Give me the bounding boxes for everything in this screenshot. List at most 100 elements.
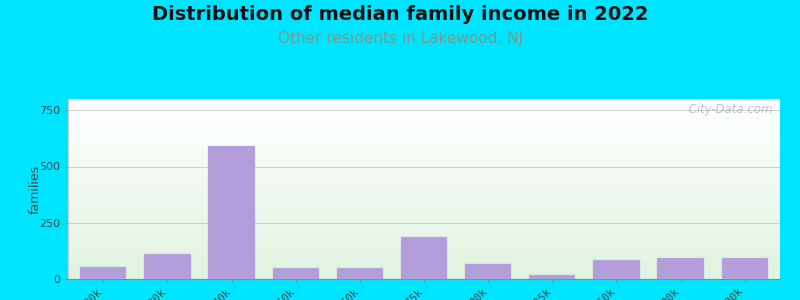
Bar <box>68 207 780 208</box>
Bar <box>68 232 780 233</box>
Bar <box>68 106 780 107</box>
Bar <box>68 208 780 209</box>
Bar <box>68 206 780 207</box>
Bar <box>68 134 780 135</box>
Bar <box>68 260 780 261</box>
Bar <box>68 228 780 229</box>
Bar <box>68 227 780 228</box>
Bar <box>68 273 780 274</box>
Bar <box>68 196 780 197</box>
Bar <box>68 112 780 113</box>
Bar <box>68 237 780 238</box>
Bar <box>68 205 780 206</box>
Bar <box>68 102 780 103</box>
Bar <box>68 217 780 218</box>
Bar <box>68 168 780 169</box>
Bar <box>68 272 780 273</box>
Bar <box>68 114 780 115</box>
Bar <box>68 119 780 120</box>
Bar <box>529 274 575 279</box>
Bar <box>68 275 780 276</box>
Bar <box>68 266 780 267</box>
Bar <box>68 259 780 260</box>
Bar <box>68 198 780 199</box>
Bar <box>68 149 780 150</box>
Bar <box>68 256 780 257</box>
Bar <box>68 141 780 142</box>
Bar <box>68 274 780 275</box>
Bar <box>68 218 780 219</box>
Bar <box>68 163 780 164</box>
Bar <box>68 245 780 246</box>
Bar <box>68 261 780 262</box>
Bar <box>68 137 780 138</box>
Bar <box>68 242 780 243</box>
Bar <box>68 167 780 168</box>
Bar <box>68 264 780 265</box>
Bar <box>68 262 780 263</box>
Bar <box>68 277 780 278</box>
Bar <box>68 271 780 272</box>
Bar <box>209 146 254 279</box>
Bar <box>594 260 639 279</box>
Bar <box>722 258 768 279</box>
Bar <box>68 126 780 127</box>
Bar <box>68 211 780 212</box>
Bar <box>68 230 780 231</box>
Bar <box>68 133 780 134</box>
Bar <box>68 212 780 213</box>
Bar <box>68 201 780 202</box>
Bar <box>68 161 780 162</box>
Bar <box>68 154 780 155</box>
Bar <box>68 248 780 249</box>
Bar <box>68 180 780 181</box>
Bar <box>68 156 780 157</box>
Text: City-Data.com: City-Data.com <box>682 103 773 116</box>
Bar <box>68 103 780 104</box>
Bar <box>68 181 780 182</box>
Bar <box>68 221 780 222</box>
Bar <box>68 176 780 177</box>
Bar <box>68 202 780 203</box>
Bar <box>68 159 780 160</box>
Bar <box>68 153 780 154</box>
Bar <box>68 191 780 192</box>
Bar <box>68 100 780 101</box>
Bar <box>68 236 780 237</box>
Bar <box>68 101 780 102</box>
Bar <box>68 132 780 133</box>
Bar <box>68 222 780 223</box>
Bar <box>68 190 780 191</box>
Bar <box>68 197 780 198</box>
Bar <box>68 182 780 183</box>
Bar <box>68 123 780 124</box>
Bar <box>68 162 780 163</box>
Bar <box>68 150 780 151</box>
Bar <box>68 144 780 145</box>
Bar <box>68 110 780 111</box>
Bar <box>68 267 780 268</box>
Bar <box>68 160 780 161</box>
Bar <box>68 224 780 225</box>
Bar <box>68 231 780 232</box>
Bar <box>68 194 780 195</box>
Bar <box>68 186 780 187</box>
Bar <box>68 255 780 256</box>
Bar <box>68 166 780 167</box>
Bar <box>68 152 780 153</box>
Bar <box>68 105 780 106</box>
Bar <box>68 155 780 156</box>
Bar <box>68 185 780 186</box>
Bar <box>68 209 780 210</box>
Bar <box>68 127 780 128</box>
Bar <box>68 251 780 252</box>
Bar <box>68 270 780 271</box>
Bar <box>68 234 780 235</box>
Bar <box>68 143 780 144</box>
Bar <box>68 193 780 194</box>
Bar <box>68 192 780 193</box>
Bar <box>68 169 780 170</box>
Bar <box>68 148 780 149</box>
Bar <box>68 265 780 266</box>
Bar <box>68 241 780 242</box>
